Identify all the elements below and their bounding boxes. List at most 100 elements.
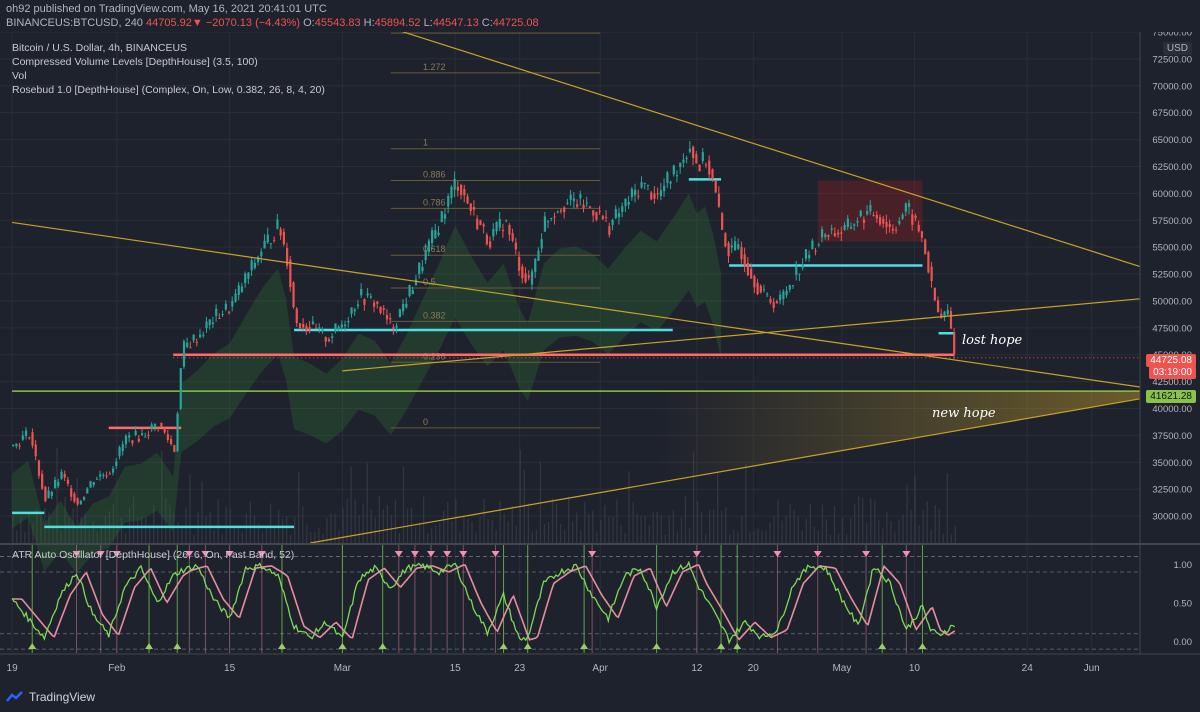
volume-bar xyxy=(692,451,695,543)
volume-bar xyxy=(853,504,856,543)
indicator-atr-oscillator[interactable]: ATR Auto Oscillator [DepthHouse] (26, 6,… xyxy=(12,549,295,561)
volume-bar xyxy=(733,530,735,543)
volume-bar xyxy=(72,508,74,543)
candle-body xyxy=(840,232,843,234)
volume-bar xyxy=(708,510,711,543)
candle-body xyxy=(737,244,740,249)
candle-body xyxy=(501,229,505,232)
volume-bar xyxy=(930,529,932,543)
indicator-volume-levels[interactable]: Compressed Volume Levels [DepthHouse] (3… xyxy=(12,56,258,68)
candle-body xyxy=(99,474,102,477)
volume-bar xyxy=(100,525,103,543)
volume-bar xyxy=(902,514,904,543)
low-value: 44547.13 xyxy=(432,17,479,29)
volume-bar xyxy=(431,527,433,543)
volume-bar xyxy=(886,512,888,543)
candle-body xyxy=(221,314,224,316)
volume-bar xyxy=(942,534,944,543)
indicator-rosebud[interactable]: Rosebud 1.0 [DepthHouse] (Complex, On, L… xyxy=(12,84,325,96)
candle-body xyxy=(685,157,688,159)
volume-bar xyxy=(946,473,948,543)
volume-bar xyxy=(950,534,952,543)
volume-bar xyxy=(314,531,316,543)
candle-body xyxy=(305,326,308,331)
volume-bar xyxy=(700,512,703,543)
publisher-line: oh92 published on TradingView.com, May 1… xyxy=(6,3,327,15)
candle-body xyxy=(418,262,421,275)
volume-bar xyxy=(342,508,344,543)
candle-body xyxy=(144,436,147,438)
volume-bar xyxy=(140,517,143,543)
volume-bar xyxy=(515,525,517,543)
candle-body xyxy=(231,301,234,307)
candle-body xyxy=(611,219,614,226)
volume-bar xyxy=(547,522,550,543)
candle-body xyxy=(302,323,305,328)
volume-bar xyxy=(245,513,248,543)
volume-bar xyxy=(374,517,376,543)
candle-body xyxy=(804,249,808,259)
time-tick-label: Apr xyxy=(592,663,608,674)
candle-body xyxy=(795,266,798,275)
volume-bar xyxy=(805,518,807,543)
candle-body xyxy=(76,498,79,505)
volume-bar xyxy=(954,525,956,543)
price-tick-label: 32500.00 xyxy=(1152,485,1192,496)
candle-body xyxy=(315,327,318,329)
candle-body xyxy=(901,214,904,219)
volume-bar xyxy=(870,498,872,543)
candle-body xyxy=(247,272,250,279)
volume-bar xyxy=(503,513,505,543)
price-tick-label: 75000.00 xyxy=(1152,32,1192,39)
sell-marker-icon xyxy=(862,551,871,557)
volume-bars xyxy=(12,447,956,543)
fib-level-label: 0.5 xyxy=(423,277,436,287)
candle-body xyxy=(692,146,695,159)
candle-body xyxy=(617,213,621,218)
volume-bar xyxy=(157,524,159,543)
candle-body xyxy=(44,486,47,502)
trendline xyxy=(310,398,1141,544)
time-tick-label: 19 xyxy=(7,663,19,674)
candle-body xyxy=(801,264,804,268)
candle-body xyxy=(82,496,86,500)
candle-body xyxy=(321,329,324,331)
candle-body xyxy=(830,228,833,230)
candle-body xyxy=(443,214,447,219)
new-hope-zone xyxy=(656,391,1140,483)
volume-bar xyxy=(475,532,477,543)
volume-bar xyxy=(306,524,308,543)
candle-body xyxy=(12,444,15,446)
sell-marker-icon xyxy=(410,551,419,557)
candle-body xyxy=(563,207,566,213)
price-tick-label: 57500.00 xyxy=(1152,216,1192,227)
candle-body xyxy=(940,313,943,319)
volume-bar xyxy=(785,516,787,543)
price-chart[interactable]: 00.2360.3820.50.6180.7860.88611.2721.414… xyxy=(0,32,1200,686)
volume-bar xyxy=(531,531,534,543)
candle-body xyxy=(630,188,634,198)
candle-body xyxy=(856,221,859,223)
volume-bar xyxy=(632,502,634,543)
candle-body xyxy=(50,491,53,496)
candle-body xyxy=(511,233,514,241)
candle-body xyxy=(153,423,157,428)
volume-bar xyxy=(676,531,679,543)
volume-bar xyxy=(318,527,320,543)
candle-body xyxy=(837,232,840,235)
candle-body xyxy=(385,315,389,320)
indicator-vol[interactable]: Vol xyxy=(12,70,27,82)
volume-bar xyxy=(165,497,167,543)
volume-bar xyxy=(922,509,924,543)
candle-body xyxy=(679,162,682,168)
volume-bar xyxy=(132,496,135,543)
volume-bar xyxy=(32,523,34,543)
volume-bar xyxy=(298,471,300,543)
tradingview-logo[interactable]: TradingView xyxy=(6,690,95,704)
candle-body xyxy=(224,303,227,310)
volume-bar xyxy=(644,515,646,543)
candle-body xyxy=(70,488,73,497)
low-label: L: xyxy=(423,17,433,29)
candle-body xyxy=(485,234,489,245)
candle-body xyxy=(592,210,595,216)
